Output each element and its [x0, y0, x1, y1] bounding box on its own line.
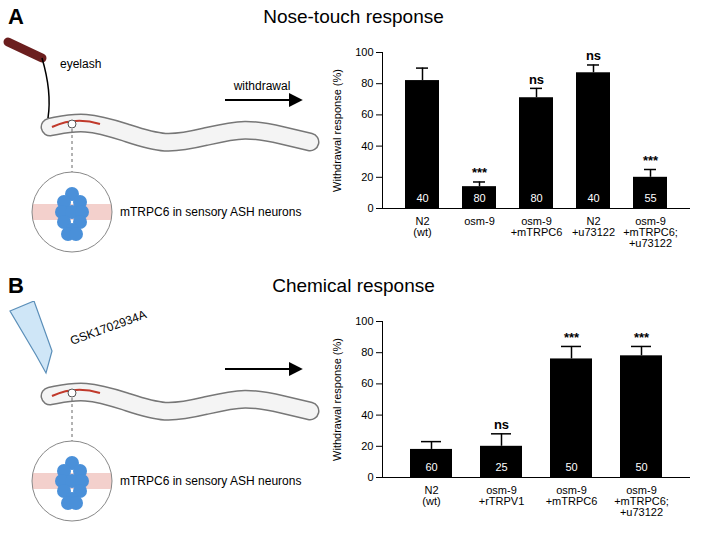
- svg-text:N2(wt): N2(wt): [422, 484, 440, 507]
- svg-text:eyelash: eyelash: [60, 57, 101, 71]
- svg-text:ns: ns: [586, 48, 601, 63]
- svg-text:osm-9+mTRPC6: osm-9+mTRPC6: [546, 484, 598, 507]
- svg-text:80: 80: [473, 192, 485, 204]
- svg-text:60: 60: [361, 108, 373, 120]
- svg-text:***: ***: [634, 330, 650, 345]
- svg-text:mTRPC6 in sensory ASH neurons: mTRPC6 in sensory ASH neurons: [120, 205, 301, 219]
- html-text:Nose-touch response: Nose-touch response: [263, 6, 444, 27]
- svg-text:osm-9+mTRPC6;+u73122: osm-9+mTRPC6;+u73122: [614, 484, 669, 518]
- html-text:Chemical response: Chemical response: [272, 275, 435, 296]
- svg-text:40: 40: [361, 409, 373, 421]
- svg-text:60: 60: [361, 377, 373, 389]
- svg-text:Withdrawal response (%): Withdrawal response (%): [331, 338, 343, 461]
- svg-text:80: 80: [361, 346, 373, 358]
- svg-text:80: 80: [530, 192, 542, 204]
- svg-text:100: 100: [355, 315, 373, 327]
- svg-text:40: 40: [416, 192, 428, 204]
- svg-text:withdrawal: withdrawal: [233, 79, 291, 93]
- svg-text:50: 50: [635, 461, 647, 473]
- svg-text:N2+u73122: N2+u73122: [572, 215, 615, 238]
- svg-text:GSK1702934A: GSK1702934A: [68, 307, 148, 348]
- svg-text:80: 80: [361, 77, 373, 89]
- svg-text:osm-9+mTRPC6;+u73122: osm-9+mTRPC6;+u73122: [623, 215, 678, 249]
- svg-text:60: 60: [425, 461, 437, 473]
- svg-text:100: 100: [355, 46, 373, 58]
- svg-text:0: 0: [367, 471, 373, 483]
- svg-text:ns: ns: [529, 72, 544, 87]
- svg-text:Withdrawal response (%): Withdrawal response (%): [331, 69, 343, 192]
- svg-text:40: 40: [361, 140, 373, 152]
- svg-text:40: 40: [587, 192, 599, 204]
- svg-text:50: 50: [565, 461, 577, 473]
- svg-text:55: 55: [644, 192, 656, 204]
- html-text:B: B: [8, 273, 24, 298]
- svg-text:***: ***: [643, 153, 659, 168]
- svg-text:25: 25: [495, 461, 507, 473]
- svg-text:osm-9+rTRPV1: osm-9+rTRPV1: [479, 484, 525, 507]
- svg-text:osm-9: osm-9: [464, 215, 495, 227]
- svg-text:***: ***: [472, 165, 488, 180]
- svg-text:0: 0: [367, 202, 373, 214]
- svg-text:20: 20: [361, 171, 373, 183]
- svg-text:***: ***: [564, 330, 580, 345]
- html-text:A: A: [8, 4, 24, 29]
- svg-text:20: 20: [361, 440, 373, 452]
- svg-text:mTRPC6 in sensory ASH neurons: mTRPC6 in sensory ASH neurons: [120, 474, 301, 488]
- svg-text:osm-9+mTRPC6: osm-9+mTRPC6: [511, 215, 563, 238]
- svg-text:ns: ns: [494, 417, 509, 432]
- svg-text:N2(wt): N2(wt): [413, 215, 431, 238]
